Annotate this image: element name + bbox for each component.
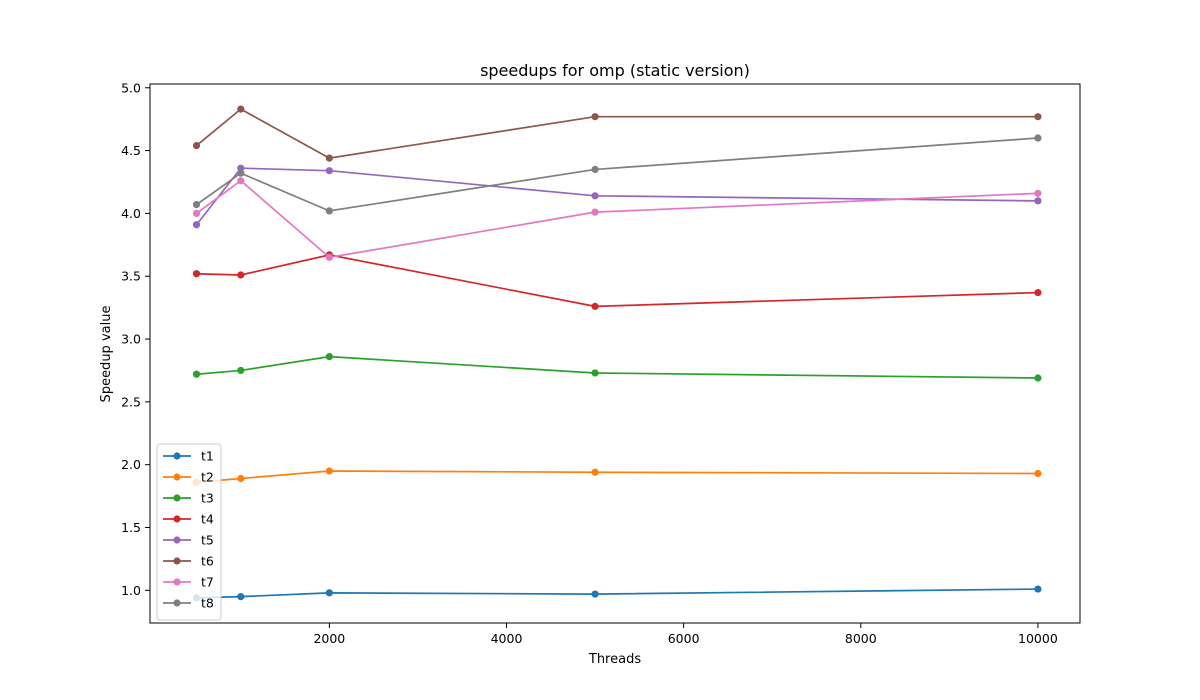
legend-label: t7 <box>201 575 214 590</box>
data-point-t5 <box>325 167 333 175</box>
series-line-t1 <box>196 588 1038 599</box>
x-tick-label: 6000 <box>668 631 700 646</box>
series-t4 <box>192 251 1042 310</box>
data-point-t8 <box>192 201 201 209</box>
data-point-t6 <box>325 154 333 162</box>
data-point-t8 <box>591 165 599 174</box>
legend-marker <box>173 599 181 607</box>
data-point-t7 <box>591 208 599 216</box>
plot-frame <box>149 83 1081 624</box>
data-point-t4 <box>1034 288 1042 297</box>
legend-marker <box>173 452 181 460</box>
data-point-t4 <box>192 270 201 278</box>
x-tick-label: 10000 <box>1018 631 1058 646</box>
data-point-t6 <box>1034 113 1042 121</box>
data-point-t6 <box>237 105 245 113</box>
legend-marker <box>173 557 181 565</box>
data-point-t3 <box>591 369 599 377</box>
legend-item-t3: t3 <box>163 491 214 506</box>
chart-title: speedups for omp (static version) <box>480 61 750 80</box>
legend-item-t5: t5 <box>163 533 214 548</box>
data-point-t3 <box>192 370 201 378</box>
data-point-t6 <box>591 113 599 121</box>
y-tick-label: 4.5 <box>121 143 141 158</box>
series-line-t3 <box>196 355 1038 379</box>
data-point-t2 <box>325 467 333 475</box>
data-point-t1 <box>237 593 245 601</box>
series-line-t7 <box>195 179 1038 259</box>
y-tick-label: 1.5 <box>121 520 141 535</box>
series-t5 <box>192 164 1042 229</box>
legend-item-t4: t4 <box>163 512 214 527</box>
series-line-t6 <box>195 108 1038 160</box>
data-point-t4 <box>237 271 245 279</box>
data-point-t5 <box>1034 197 1042 205</box>
y-tick-label: 3.0 <box>121 332 141 347</box>
y-tick-label: 2.5 <box>121 394 141 409</box>
series-t3 <box>192 353 1042 382</box>
data-point-t5 <box>591 192 599 200</box>
data-point-t7 <box>325 253 333 261</box>
data-point-t8 <box>1034 134 1042 142</box>
data-series <box>192 105 1042 602</box>
data-point-t2 <box>1034 469 1042 478</box>
legend-label: t5 <box>201 533 214 548</box>
series-t7 <box>192 177 1042 261</box>
data-point-t2 <box>591 468 599 476</box>
data-point-t8 <box>237 169 245 177</box>
data-point-t7 <box>1034 189 1042 197</box>
legend-marker <box>173 494 181 502</box>
data-point-t1 <box>325 589 333 597</box>
data-point-t1 <box>591 590 599 598</box>
series-t6 <box>192 105 1042 162</box>
legend-item-t7: t7 <box>163 575 214 590</box>
data-point-t3 <box>1034 374 1042 382</box>
data-point-t3 <box>325 353 333 361</box>
legend-label: t2 <box>201 470 214 485</box>
y-tick-label: 4.0 <box>121 206 141 221</box>
legend-label: t1 <box>201 449 214 464</box>
data-point-t1 <box>1034 585 1042 593</box>
axis-ticks: 2000 4000 6000 8000 10000 1.0 1.5 2.0 2.5 3.0 3.5 4… <box>121 80 1058 646</box>
legend-marker <box>173 536 181 544</box>
data-point-t5 <box>237 164 245 172</box>
legend-label: t6 <box>201 554 214 569</box>
legend-item-t1: t1 <box>163 449 214 464</box>
series-line-t2 <box>196 470 1038 484</box>
data-point-t7 <box>192 209 201 218</box>
series-t1 <box>192 585 1042 602</box>
series-t2 <box>192 467 1042 486</box>
series-t8 <box>192 134 1042 215</box>
legend-marker <box>173 578 181 586</box>
legend-marker <box>173 473 181 481</box>
x-tick-label: 8000 <box>845 631 877 646</box>
y-axis-label: Speedup value <box>99 306 114 403</box>
legend-label: t8 <box>201 596 214 611</box>
data-point-t3 <box>237 366 245 375</box>
legend: t1 t2 t3 t4 t5 t6 t7 t8 <box>156 443 222 621</box>
series-line-t5 <box>195 167 1038 226</box>
legend-label: t3 <box>201 491 214 506</box>
legend-marker <box>173 515 181 523</box>
series-line-t4 <box>196 254 1038 308</box>
legend-item-t6: t6 <box>163 554 214 569</box>
y-tick-label: 5.0 <box>121 80 141 95</box>
data-point-t8 <box>325 207 333 215</box>
x-tick-label: 2000 <box>313 631 345 646</box>
legend-item-t8: t8 <box>163 596 214 611</box>
y-tick-label: 2.0 <box>121 457 141 472</box>
data-point-t6 <box>192 141 201 150</box>
data-point-t4 <box>591 302 599 310</box>
legend-item-t2: t2 <box>163 470 214 485</box>
data-point-t5 <box>192 221 201 229</box>
x-axis-label: Threads <box>588 652 641 667</box>
y-tick-label: 1.0 <box>121 583 141 598</box>
x-tick-label: 4000 <box>491 631 523 646</box>
data-point-t2 <box>237 474 245 483</box>
legend-box <box>156 443 222 621</box>
y-tick-label: 3.5 <box>121 269 141 284</box>
data-point-t7 <box>237 177 245 185</box>
legend-label: t4 <box>201 512 214 527</box>
